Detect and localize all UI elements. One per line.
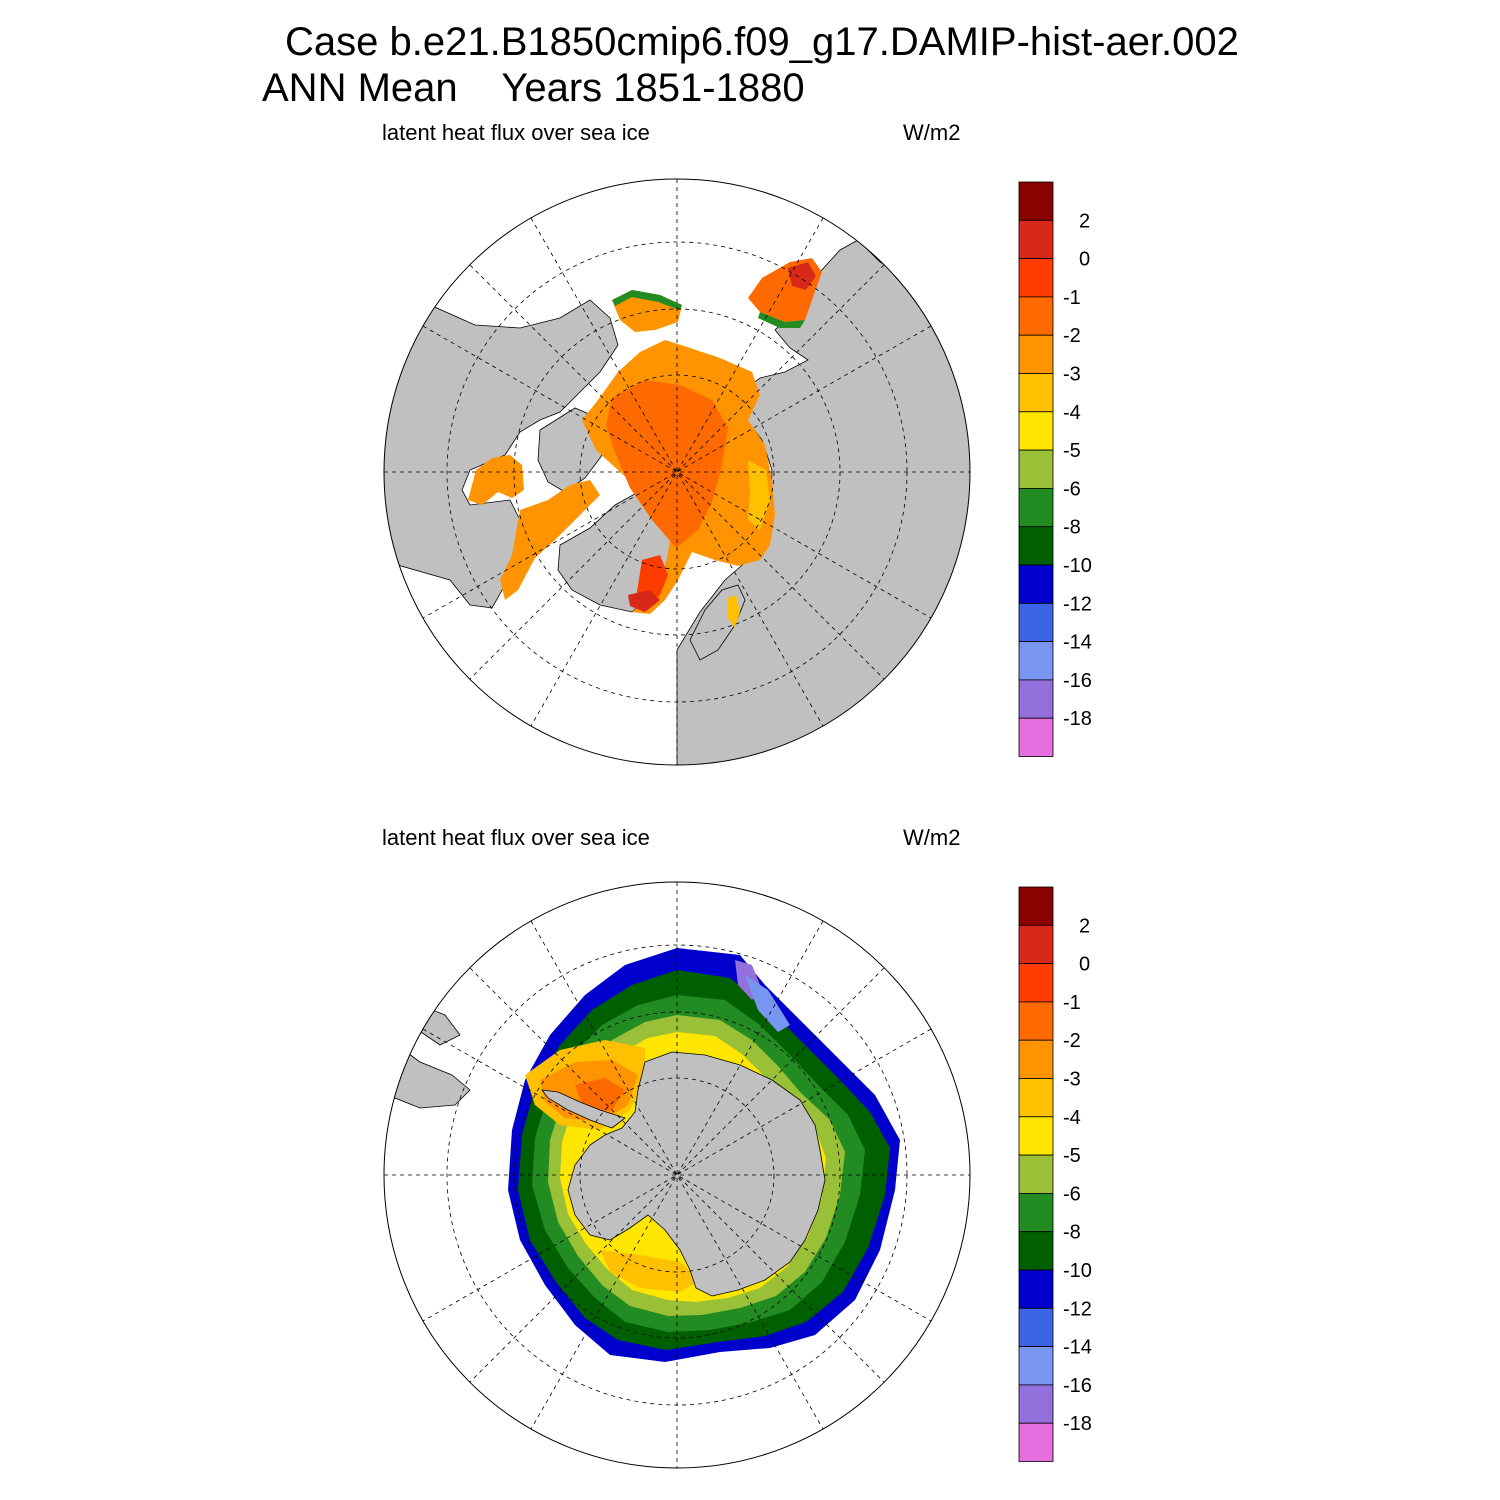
colorbar-top-label: -14 [1063,632,1092,654]
colorbar-top-label: -8 [1063,517,1081,539]
colorbar-bottom-label: -8 [1063,1222,1081,1244]
colorbar-top-swatch [1018,717,1054,757]
colorbar-bottom-label: 2 [1079,915,1090,937]
colorbar-top-label: -5 [1063,440,1081,462]
colorbar-top-swatch [1018,564,1054,604]
south-polar-map [383,881,971,1469]
colorbar-top-swatch [1018,679,1054,719]
south-ice-ross-gold [600,1250,700,1292]
figure-title-line1: Case b.e21.B1850cmip6.f09_g17.DAMIP-hist… [285,20,1239,64]
colorbar-top-swatch [1018,526,1054,566]
colorbar-top-swatch [1018,258,1054,298]
colorbar-top-swatch [1018,411,1054,451]
colorbar-top-swatch [1018,449,1054,489]
colorbar-top-label: -16 [1063,670,1092,692]
colorbar-top-swatch [1018,641,1054,681]
panel-top-title: latent heat flux over sea ice [382,120,650,145]
colorbar-bottom-label: -16 [1063,1375,1092,1397]
colorbar-bottom-label: -5 [1063,1145,1081,1167]
colorbar-bottom-swatch [1018,1116,1054,1156]
colorbar-top-label: -18 [1063,708,1092,730]
panel-bottom-title: latent heat flux over sea ice [382,825,650,850]
colorbar-bottom-label: -3 [1063,1069,1081,1091]
colorbar-bottom-swatch [1018,924,1054,964]
colorbar-bottom-swatch [1018,1384,1054,1424]
colorbar-top-label: 2 [1079,210,1090,232]
colorbar-top-label: 0 [1079,249,1090,271]
north-map-border [383,178,971,766]
north-land-north-america [384,299,619,609]
colorbar-bottom-swatch [1018,1269,1054,1309]
colorbar-bottom-swatch [1018,1346,1054,1386]
colorbar-bottom-label: -1 [1063,992,1081,1014]
north-ice-kara-barents [748,460,770,530]
colorbar-bottom-swatch [1018,886,1054,926]
north-ice-hudson-bay [468,455,524,505]
colorbar-bottom-swatch [1018,1039,1054,1079]
colorbar-bottom-swatch [1018,1078,1054,1118]
colorbar-top-swatch [1018,487,1054,528]
colorbar-bottom-label: -4 [1063,1107,1081,1129]
colorbar-bottom-label: -12 [1063,1298,1092,1320]
colorbar-top-swatch [1018,373,1054,413]
figure-title-line2: ANN Mean Years 1851-1880 [262,66,805,110]
south-land-antarctic-peninsula [541,1089,626,1129]
north-ice-bering-edge [612,290,682,310]
colorbar-bottom-swatch [1018,1307,1054,1348]
colorbar-bottom-swatch [1018,1154,1054,1194]
panel-top-units: W/m2 [903,120,961,145]
colorbar-top-swatch [1018,219,1054,260]
colorbar-bottom-label: -2 [1063,1030,1081,1052]
colorbar-top: 2 0 -1 -2 -3 -4 -5 -6 -8 -10 -12 -14 -16 -18 [1018,181,1092,757]
colorbar-top-swatch [1018,602,1054,642]
colorbar-bottom-swatch [1018,963,1054,1003]
colorbar-top-swatch [1018,181,1054,221]
north-ice-okhotsk-core [788,262,816,290]
colorbar-top-label: -4 [1063,402,1081,424]
colorbar-bottom-swatch [1018,1193,1054,1233]
colorbar-top-label: -12 [1063,593,1092,615]
colorbar-bottom-label: -18 [1063,1413,1092,1435]
colorbar-top-swatch [1018,334,1054,374]
south-land-antarctica [567,1051,826,1297]
colorbar-bottom-label: -6 [1063,1183,1081,1205]
colorbar-top-label: -2 [1063,325,1081,347]
colorbar-bottom-label: -14 [1063,1337,1092,1359]
north-ice-baffin-strip [500,480,600,600]
north-graticule [384,179,970,765]
north-ice-arctic-core [606,380,728,548]
north-ice-baltic [728,595,740,628]
colorbar-top-label: -10 [1063,555,1092,577]
colorbar-bottom-swatch [1018,1231,1054,1271]
colorbar-top-label: -6 [1063,478,1081,500]
colorbar-top-label: -3 [1063,364,1081,386]
south-graticule [384,882,970,1468]
south-ice-east-lightblue [745,975,790,1032]
south-map-border [383,881,971,1469]
colorbar-bottom-swatch [1018,1422,1054,1462]
south-ice-weddell-core [575,1078,625,1112]
panel-bottom-units: W/m2 [903,825,961,850]
colorbar-bottom: 2 0 -1 -2 -3 -4 -5 -6 -8 -10 -12 -14 -16 -18 [1018,886,1092,1462]
north-ice-okhotsk-edge [758,312,805,328]
north-ice-east-greenland-edge [628,590,660,612]
north-polar-map [383,178,971,766]
colorbar-bottom-label: 0 [1079,954,1090,976]
colorbar-top-swatch [1018,296,1054,336]
colorbar-top-label: -1 [1063,287,1081,309]
colorbar-bottom-label: -10 [1063,1260,1092,1282]
colorbar-bottom-swatch [1018,1001,1054,1041]
